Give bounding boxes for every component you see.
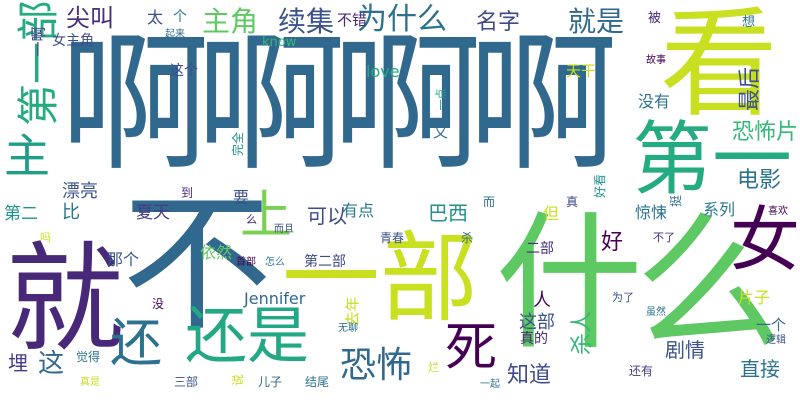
- word: 而且: [274, 224, 294, 235]
- word: 还是: [185, 299, 310, 372]
- word: 第一部: [14, 0, 64, 127]
- word: 没: [152, 297, 165, 311]
- word: 这个: [170, 63, 198, 79]
- word: know: [262, 35, 297, 50]
- word: 真: [566, 195, 579, 209]
- word: 名字: [476, 10, 521, 35]
- word: 漂亮: [62, 181, 98, 202]
- word: 被: [648, 11, 662, 26]
- word: 主: [4, 129, 50, 183]
- word: 怎么: [265, 257, 285, 268]
- word: 就是: [568, 5, 625, 38]
- word: 去年: [343, 296, 362, 327]
- word: 一个: [756, 316, 787, 334]
- word: 惊悚: [635, 203, 668, 222]
- word: 有点: [342, 201, 375, 220]
- word: 觉得: [76, 350, 101, 364]
- word: 个: [173, 9, 187, 25]
- word: 青春: [380, 231, 405, 245]
- word: 埋: [8, 351, 28, 375]
- word: 而: [483, 195, 496, 209]
- word: 故事: [646, 55, 666, 66]
- word: 不错: [337, 11, 368, 29]
- word: 二部: [526, 241, 554, 257]
- word: 就: [6, 230, 125, 368]
- word: love: [366, 62, 400, 81]
- word: 首部: [236, 257, 256, 268]
- word: 女: [730, 199, 800, 281]
- word: Jennifer: [244, 289, 306, 308]
- word: 看: [660, 0, 779, 133]
- word: 女主角: [52, 33, 94, 49]
- word: 想: [742, 15, 756, 30]
- word: 这: [38, 349, 65, 379]
- word: 无聊: [338, 323, 358, 334]
- word: 上: [240, 186, 293, 246]
- word: 天干: [566, 62, 597, 80]
- word: 恐怖片: [732, 120, 799, 145]
- word: 还有: [629, 364, 654, 378]
- word: 依然: [200, 243, 233, 262]
- word: 又: [433, 123, 449, 141]
- word: 结尾: [305, 375, 330, 389]
- word: 直接: [740, 357, 780, 381]
- word: 片子: [738, 288, 771, 307]
- word: 死: [445, 318, 498, 378]
- word: 没有: [638, 92, 671, 111]
- word: 为什么: [357, 2, 447, 37]
- word: 那个: [107, 250, 140, 269]
- word: 起来: [165, 29, 185, 40]
- word: 尖叫: [66, 4, 114, 32]
- word: 第二: [4, 204, 38, 224]
- word: 好看: [593, 173, 608, 199]
- word: 但: [543, 204, 560, 223]
- word: 真的: [520, 331, 548, 347]
- word: 完全: [231, 131, 246, 157]
- word: 人: [533, 290, 551, 311]
- word: 三部: [174, 375, 199, 389]
- word: 挺: [669, 194, 684, 208]
- word: 说: [231, 373, 246, 387]
- word: 什么: [495, 198, 783, 370]
- word: 儿子: [258, 375, 283, 389]
- word: 真是: [80, 377, 100, 388]
- word: 不: [122, 178, 273, 352]
- word: 啊啊啊啊: [60, 18, 618, 192]
- word: 喜欢: [768, 206, 788, 217]
- word: 好: [601, 230, 624, 255]
- word: 太: [147, 8, 164, 27]
- word: 杀: [461, 231, 474, 245]
- word: 比: [62, 202, 80, 223]
- word: 可以: [307, 204, 347, 228]
- word: 剧情: [665, 338, 705, 362]
- word: 为了: [612, 291, 634, 304]
- word: 杀人: [570, 310, 596, 356]
- word: 第二部: [304, 254, 346, 270]
- word: 第一: [632, 113, 792, 206]
- word: 巴西: [428, 201, 468, 225]
- word: 不了: [653, 231, 675, 244]
- word: 一点: [434, 88, 448, 111]
- word: 吗: [40, 231, 51, 244]
- word: 续集: [278, 5, 335, 38]
- word: 一起: [480, 379, 500, 390]
- word: 最后: [738, 66, 764, 112]
- word: 要: [233, 188, 250, 207]
- word: 知道: [507, 363, 552, 388]
- word: 还: [110, 314, 163, 374]
- word: 主角: [202, 5, 259, 38]
- word: 电影: [737, 168, 782, 193]
- word: 烂: [428, 361, 439, 374]
- word: 到: [181, 186, 194, 200]
- word: 恐怖: [340, 345, 413, 386]
- word: 么: [246, 213, 257, 226]
- word: 虽然: [646, 307, 666, 318]
- word: 这部: [519, 312, 555, 333]
- word: 一部: [282, 222, 479, 336]
- word: 一啊: [29, 26, 48, 57]
- word: 逻辑: [766, 335, 786, 346]
- word: 系列: [703, 200, 736, 219]
- word: 夏天: [136, 203, 170, 223]
